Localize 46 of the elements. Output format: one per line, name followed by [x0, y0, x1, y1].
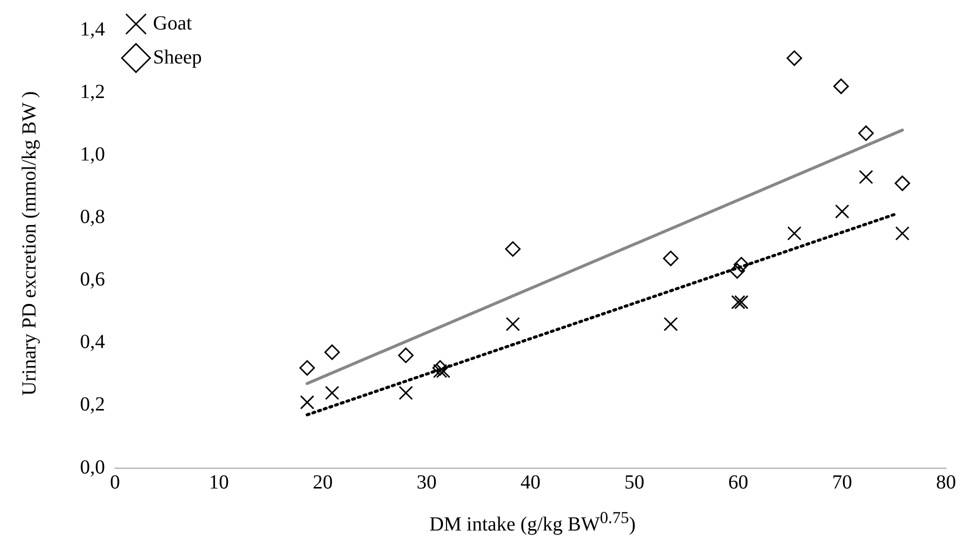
y-tick-label: 0,4 — [80, 331, 105, 354]
point — [398, 348, 414, 364]
y-tick-label: 1,2 — [80, 80, 105, 103]
point — [664, 316, 678, 332]
point — [833, 78, 849, 94]
point — [729, 263, 745, 279]
point — [786, 50, 802, 66]
x-tick-label: 30 — [416, 471, 437, 494]
point — [299, 360, 315, 376]
point — [894, 176, 910, 192]
point — [300, 395, 314, 410]
x-tick-label: 20 — [312, 471, 333, 494]
y-tick-label: 0,2 — [80, 394, 105, 416]
point — [858, 125, 874, 141]
y-tick-label: 1,4 — [80, 18, 105, 40]
x-tick-label: 80 — [936, 471, 956, 494]
x-tick-label: 10 — [208, 471, 229, 494]
point — [734, 295, 748, 310]
point — [505, 241, 521, 257]
x-tick-label: 40 — [520, 471, 540, 494]
point — [731, 295, 746, 310]
x-tick-label: 60 — [728, 471, 748, 494]
legend-label: Goat — [153, 12, 192, 34]
point — [895, 226, 910, 240]
point — [835, 204, 850, 219]
point — [398, 386, 413, 400]
y-tick-label: 0,0 — [80, 456, 105, 478]
point — [858, 170, 874, 184]
point — [324, 344, 340, 360]
x-tick-label: 0 — [110, 471, 120, 494]
point — [436, 364, 450, 378]
point — [787, 226, 802, 240]
point — [734, 256, 750, 272]
x-tick-label: 50 — [624, 471, 644, 494]
point — [433, 364, 448, 378]
y-tick-label: 1,0 — [80, 143, 105, 166]
point — [324, 386, 340, 400]
y-axis-title: Urinary PD excretion (mmol/kg BW ) — [18, 90, 42, 398]
point — [662, 250, 678, 266]
x-tick-label: 70 — [832, 471, 852, 494]
legend-label: Sheep — [153, 46, 202, 68]
x-axis-title: DM intake (g/kg BW$^{0.75}$) — [428, 508, 637, 536]
y-tick-label: 0,8 — [80, 206, 105, 228]
point — [432, 360, 448, 376]
point — [506, 316, 520, 332]
y-tick-label: 0,6 — [80, 268, 105, 291]
